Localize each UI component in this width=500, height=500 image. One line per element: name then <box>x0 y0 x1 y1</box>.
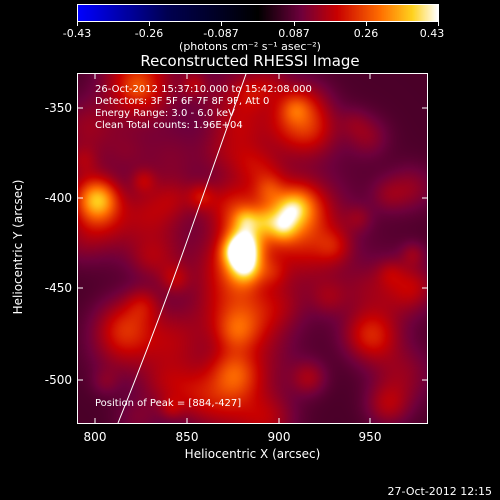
colorbar-tick-label: 0.26 <box>353 27 379 40</box>
colorbar-tick-label: -0.43 <box>62 27 92 40</box>
solar-xray-image <box>78 74 427 423</box>
y-tick-label: -500 <box>44 373 72 387</box>
solar-image-plot: 26-Oct-2012 15:37:10.000 to 15:42:08.000… <box>77 73 428 424</box>
x-tick-label: 800 <box>83 430 107 444</box>
clean-counts-label: Clean Total counts: 1.96E+04 <box>95 120 243 131</box>
colorbar-tick-label: 0.087 <box>278 27 310 40</box>
y-tick-label: -350 <box>44 101 72 115</box>
x-tick-label: 850 <box>175 430 199 444</box>
x-axis-label: Heliocentric X (arcsec) <box>184 447 321 461</box>
y-axis-label: Heliocentric Y (arcsec) <box>11 179 25 315</box>
detectors-label: Detectors: 3F 5F 6F 7F 8F 9F, Att 0 <box>95 96 270 107</box>
x-tick-label: 900 <box>267 430 291 444</box>
solar-limb-line <box>117 74 247 423</box>
solar-limb-overlay <box>117 74 247 423</box>
colorbar-units: (photons cm⁻² s⁻¹ asec⁻²) <box>179 40 321 53</box>
y-tick-label: -450 <box>44 281 72 295</box>
y-tick-label: -400 <box>44 191 72 205</box>
colorbar-tick-label: -0.087 <box>203 27 239 40</box>
colorbar-tick-label: -0.26 <box>134 27 164 40</box>
image-title: Reconstructed RHESSI Image <box>140 52 360 70</box>
timestamp: 27-Oct-2012 12:15 <box>387 485 492 498</box>
x-tick-label: 950 <box>358 430 382 444</box>
peak-position-label: Position of Peak = [884,-427] <box>95 398 242 409</box>
colorbar <box>77 4 439 22</box>
time-range-label: 26-Oct-2012 15:37:10.000 to 15:42:08.000 <box>95 84 312 95</box>
colorbar-tick-label: 0.43 <box>419 27 445 40</box>
energy-range-label: Energy Range: 3.0 - 6.0 keV <box>95 108 235 119</box>
